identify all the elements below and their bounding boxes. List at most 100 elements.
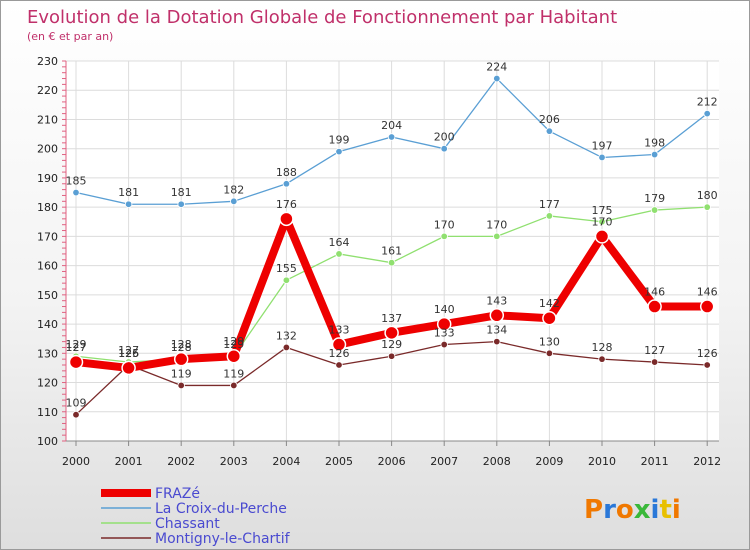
- y-tick-label: 120: [37, 377, 58, 390]
- logo-letter: P: [584, 495, 603, 525]
- data-label-montigny-le-chartif: 129: [381, 338, 402, 351]
- data-point-la-croix-du-perche: [124, 200, 133, 208]
- data-label-chassant: 129: [223, 338, 244, 351]
- y-tick-label: 180: [37, 201, 58, 214]
- data-label-montigny-le-chartif: 126: [697, 347, 718, 360]
- x-tick-label: 2011: [641, 455, 669, 468]
- y-tick-label: 100: [37, 435, 58, 448]
- x-tick-label: 2002: [167, 455, 195, 468]
- data-label-montigny-le-chartif: 132: [276, 329, 297, 342]
- data-label-chassant: 155: [276, 262, 297, 275]
- data-point-fraz-: [173, 351, 189, 367]
- x-tick-label: 2005: [325, 455, 353, 468]
- y-tick-label: 110: [37, 406, 58, 419]
- data-label-fraz-: 127: [66, 341, 87, 354]
- data-label-chassant: 180: [697, 189, 718, 202]
- y-tick-label: 220: [37, 84, 58, 97]
- data-label-la-croix-du-perche: 198: [644, 137, 665, 150]
- data-label-la-croix-du-perche: 185: [66, 175, 87, 188]
- data-label-fraz-: 176: [276, 198, 297, 211]
- data-point-montigny-le-chartif: [230, 381, 238, 390]
- data-point-montigny-le-chartif: [440, 340, 448, 349]
- x-tick-label: 2009: [535, 455, 563, 468]
- data-point-la-croix-du-perche: [282, 180, 291, 188]
- data-point-la-croix-du-perche: [177, 200, 185, 208]
- data-label-fraz-: 142: [539, 297, 560, 310]
- x-tick-label: 2010: [588, 455, 616, 468]
- x-tick-label: 2006: [378, 455, 406, 468]
- data-point-chassant: [493, 232, 501, 241]
- x-tick-label: 2000: [62, 455, 90, 468]
- data-label-fraz-: 125: [118, 347, 139, 360]
- logo-letter: t: [659, 495, 671, 525]
- data-point-chassant: [335, 250, 343, 258]
- data-point-montigny-le-chartif: [387, 352, 396, 360]
- y-tick-label: 170: [37, 230, 58, 243]
- data-label-chassant: 128: [171, 341, 192, 354]
- data-point-chassant: [703, 203, 711, 211]
- data-point-montigny-le-chartif: [598, 355, 606, 363]
- logo-letter: i: [651, 495, 660, 525]
- data-point-la-croix-du-perche: [72, 188, 80, 197]
- data-point-la-croix-du-perche: [440, 144, 448, 153]
- data-point-fraz-: [436, 316, 452, 332]
- data-point-la-croix-du-perche: [230, 197, 238, 206]
- x-tick-label: 2001: [115, 455, 143, 468]
- data-label-fraz-: 129: [223, 335, 244, 348]
- data-point-fraz-: [279, 211, 294, 227]
- data-point-fraz-: [121, 360, 136, 376]
- axes: 100 110 120 130 140 150 160 170 180 190 200 210 220 2…: [37, 55, 721, 468]
- x-tick-label: 2008: [483, 455, 511, 468]
- data-label-chassant: 177: [539, 198, 560, 211]
- logo-letter: r: [603, 495, 616, 525]
- data-label-la-croix-du-perche: 224: [486, 61, 507, 74]
- data-point-fraz-: [68, 354, 84, 370]
- y-tick-label: 190: [37, 172, 58, 185]
- data-label-chassant: 161: [381, 245, 402, 258]
- data-label-la-croix-du-perche: 188: [276, 166, 297, 179]
- data-label-la-croix-du-perche: 182: [223, 183, 244, 196]
- legend-label-fraz-: FRAZé: [155, 486, 200, 502]
- data-label-montigny-le-chartif: 126: [329, 347, 350, 360]
- data-point-fraz-: [489, 308, 505, 323]
- logo-letter: o: [616, 495, 634, 525]
- data-point-fraz-: [226, 348, 242, 364]
- data-label-fraz-: 170: [592, 215, 613, 228]
- data-point-chassant: [545, 212, 554, 220]
- legend-label-montigny-le-chartif: Montigny-le-Chartif: [155, 531, 291, 547]
- data-point-montigny-le-chartif: [282, 343, 291, 352]
- data-label-la-croix-du-perche: 181: [118, 186, 139, 199]
- data-point-montigny-le-chartif: [650, 358, 659, 366]
- data-label-montigny-le-chartif: 119: [171, 367, 192, 380]
- data-point-chassant: [598, 218, 606, 226]
- data-label-fraz-: 137: [381, 312, 402, 325]
- data-point-la-croix-du-perche: [387, 133, 396, 141]
- data-point-montigny-le-chartif: [493, 337, 501, 346]
- y-tick-label: 210: [37, 113, 58, 126]
- data-label-chassant: 170: [434, 218, 455, 231]
- data-label-montigny-le-chartif: 127: [644, 344, 665, 357]
- data-label-montigny-le-chartif: 133: [434, 327, 455, 340]
- data-point-la-croix-du-perche: [335, 147, 343, 156]
- data-point-montigny-le-chartif: [177, 381, 185, 390]
- data-label-fraz-: 133: [329, 324, 350, 337]
- data-label-montigny-le-chartif: 126: [118, 347, 139, 360]
- y-tick-label: 130: [37, 347, 58, 360]
- data-label-la-croix-du-perche: 200: [434, 131, 455, 144]
- legend-label-la-croix-du-perche: La Croix-du-Perche: [155, 501, 287, 517]
- data-label-chassant: 127: [118, 344, 139, 357]
- x-tick-label: 2003: [220, 455, 248, 468]
- data-label-fraz-: 146: [697, 286, 718, 299]
- data-point-chassant: [650, 206, 659, 214]
- data-label-chassant: 179: [644, 192, 665, 205]
- data-point-chassant: [440, 232, 448, 241]
- data-label-chassant: 175: [592, 204, 613, 217]
- chart-title: Evolution de la Dotation Globale de Fonc…: [27, 7, 617, 28]
- data-point-la-croix-du-perche: [703, 109, 711, 118]
- data-point-fraz-: [647, 299, 662, 314]
- data-point-la-croix-du-perche: [650, 150, 659, 159]
- data-label-la-croix-du-perche: 212: [697, 96, 718, 109]
- data-point-montigny-le-chartif: [72, 410, 80, 419]
